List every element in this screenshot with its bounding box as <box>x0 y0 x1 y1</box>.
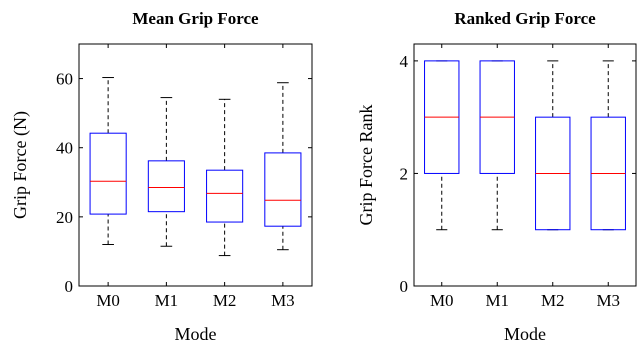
axes-frame <box>78 43 313 287</box>
y-tick-label: 20 <box>56 208 73 227</box>
x-tick-label: M1 <box>155 291 179 310</box>
chart-title: Ranked Grip Force <box>454 9 596 28</box>
y-tick-label: 2 <box>400 164 409 183</box>
chart-panel-1: Mean Grip Force 0 20 40 60 M0 M1 M2 M3 Mode Grip F… <box>10 9 313 344</box>
x-tick-label: M2 <box>541 291 565 310</box>
iqr-box <box>147 160 185 213</box>
box-m1 <box>147 97 185 247</box>
y-axis-label: Grip Force Rank <box>356 105 376 226</box>
x-axis-label: Mode <box>175 324 217 344</box>
y-axis-label: Grip Force (N) <box>10 111 31 219</box>
x-tick-label: M2 <box>213 291 237 310</box>
y-tick-label: 60 <box>56 70 73 89</box>
y-tick-label: 4 <box>400 52 409 71</box>
chart-panel-2: Ranked Grip Force 0 2 4 M0 M1 M2 M3 Mode Grip For… <box>356 9 637 344</box>
box-m2 <box>535 60 571 231</box>
box-m0 <box>89 77 127 246</box>
axes-frame <box>413 43 637 287</box>
box-m3 <box>264 82 302 251</box>
iqr-box <box>89 132 127 215</box>
box-m3 <box>590 60 626 231</box>
x-tick-label: M0 <box>430 291 454 310</box>
iqr-box <box>264 152 302 227</box>
x-axis-label: Mode <box>504 324 546 344</box>
box-m2 <box>206 98 244 257</box>
iqr-box <box>206 169 244 223</box>
y-tick-label: 40 <box>56 139 73 158</box>
box-m1 <box>479 60 515 231</box>
y-tick-label: 0 <box>400 277 409 296</box>
chart-title: Mean Grip Force <box>132 9 259 28</box>
x-tick-label: M1 <box>485 291 509 310</box>
x-tick-label: M0 <box>96 291 120 310</box>
y-tick-label: 0 <box>65 277 74 296</box>
x-tick-label: M3 <box>271 291 295 310</box>
box-m0 <box>424 60 460 231</box>
x-tick-label: M3 <box>596 291 620 310</box>
